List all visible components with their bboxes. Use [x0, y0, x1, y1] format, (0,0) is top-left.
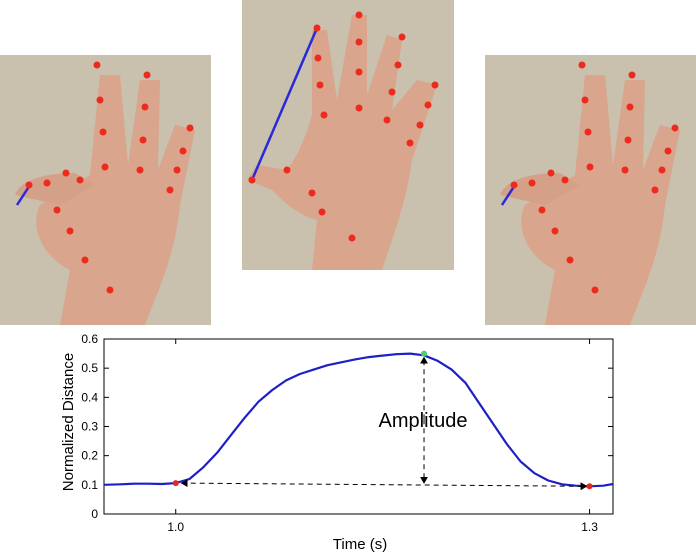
plot-layer: 0 0.1 0.2 0.3 0.4 0.5 0.6 1.0 1.3 [81, 332, 614, 534]
keypoints [25, 61, 194, 294]
plot-frame [103, 338, 614, 515]
y-tick-label: 0.5 [81, 361, 98, 375]
marker-peak [421, 350, 428, 357]
y-tick-label: 0.1 [81, 478, 98, 492]
thumb-index-distance-line [500, 184, 517, 206]
y-tick-label: 0.4 [81, 390, 98, 404]
amplitude-annotation: Amplitude [379, 410, 468, 432]
x-tick-label: 1.3 [581, 520, 598, 534]
hand-shape [36, 75, 195, 325]
y-tick-label: 0 [91, 507, 98, 521]
thumb-shape [15, 173, 95, 205]
hand-shape [247, 15, 437, 270]
hand-closed-illustration [0, 55, 211, 325]
y-tick-label: 0.3 [81, 420, 98, 434]
thumb-index-distance-line [15, 184, 32, 206]
baseline-arrow [181, 482, 588, 491]
chart-svg: 0 0.1 0.2 0.3 0.4 0.5 0.6 1.0 1.3 Time (s) Norma… [60, 332, 614, 553]
y-axis-label: Normalized Distance [60, 353, 77, 491]
keypoints [248, 11, 439, 242]
marker-start [172, 480, 179, 487]
keypoints [510, 61, 679, 294]
hand-photo-closed-right [485, 55, 696, 325]
thumb-index-distance-line [250, 27, 319, 181]
hand-open-illustration [242, 0, 454, 270]
y-tick-label: 0.2 [81, 449, 98, 463]
distance-chart: 0 0.1 0.2 0.3 0.4 0.5 0.6 1.0 1.3 Time (s) Norma… [0, 330, 696, 554]
series-line [103, 352, 614, 488]
marker-end [586, 483, 593, 490]
thumb-shape [500, 173, 580, 205]
y-tick-label: 0.6 [81, 332, 98, 346]
x-axis-label: Time (s) [333, 536, 387, 553]
hand-photo-open-middle [242, 0, 454, 270]
hand-shape [521, 75, 680, 325]
x-tick-label: 1.0 [167, 520, 184, 534]
hand-photo-closed-left [0, 55, 211, 325]
hand-closed-illustration [485, 55, 696, 325]
